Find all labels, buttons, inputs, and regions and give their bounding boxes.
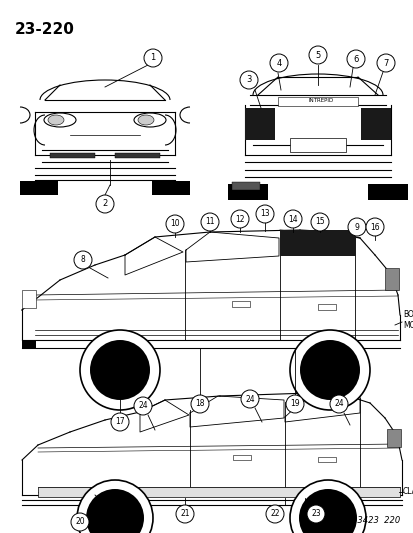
Circle shape — [306, 505, 324, 523]
Bar — [317, 304, 335, 310]
Bar — [228, 184, 267, 200]
Circle shape — [289, 480, 365, 533]
Text: 2: 2 — [102, 199, 107, 208]
Ellipse shape — [48, 115, 64, 125]
Circle shape — [77, 480, 153, 533]
Circle shape — [144, 49, 161, 67]
Text: BODYSIDE
MOULDINGS: BODYSIDE MOULDINGS — [402, 310, 413, 330]
Circle shape — [285, 395, 303, 413]
Circle shape — [96, 195, 114, 213]
Text: 93423  220: 93423 220 — [351, 516, 399, 525]
Circle shape — [201, 213, 218, 231]
Ellipse shape — [138, 115, 154, 125]
Bar — [277, 97, 357, 106]
Text: 14: 14 — [287, 214, 297, 223]
Bar — [115, 153, 159, 158]
Text: 24: 24 — [244, 394, 254, 403]
Circle shape — [86, 489, 144, 533]
Ellipse shape — [44, 113, 76, 127]
Bar — [22, 341, 36, 348]
Circle shape — [230, 210, 248, 228]
Text: 24: 24 — [333, 400, 343, 408]
Circle shape — [310, 213, 328, 231]
Circle shape — [269, 54, 287, 72]
Circle shape — [90, 340, 150, 400]
Circle shape — [289, 330, 369, 410]
Bar — [360, 108, 390, 140]
Text: 23: 23 — [311, 510, 320, 519]
Text: 24: 24 — [138, 401, 147, 410]
Circle shape — [240, 390, 259, 408]
Bar — [231, 301, 249, 307]
Text: 13: 13 — [259, 209, 269, 219]
Circle shape — [166, 215, 183, 233]
Bar — [384, 268, 398, 290]
Bar — [289, 138, 345, 152]
Circle shape — [347, 218, 365, 236]
Text: 4: 4 — [276, 59, 281, 68]
Text: 17: 17 — [115, 417, 124, 426]
Text: 8: 8 — [81, 255, 85, 264]
Text: 1: 1 — [150, 53, 155, 62]
Circle shape — [329, 395, 347, 413]
Text: 5: 5 — [315, 51, 320, 60]
Text: 6: 6 — [352, 54, 358, 63]
Text: 16: 16 — [369, 222, 379, 231]
Bar — [367, 184, 407, 200]
Circle shape — [176, 505, 194, 523]
Circle shape — [376, 54, 394, 72]
Text: 20: 20 — [75, 518, 85, 527]
Text: CLADDING: CLADDING — [402, 488, 413, 497]
Circle shape — [80, 330, 159, 410]
Text: 12: 12 — [235, 214, 244, 223]
Bar — [317, 457, 335, 462]
Bar — [50, 153, 95, 158]
Bar — [233, 455, 250, 460]
Bar — [386, 429, 400, 447]
Text: 15: 15 — [314, 217, 324, 227]
Circle shape — [308, 46, 326, 64]
Bar — [20, 181, 58, 195]
Circle shape — [74, 251, 92, 269]
Circle shape — [255, 205, 273, 223]
Text: 7: 7 — [382, 59, 388, 68]
Circle shape — [266, 505, 283, 523]
Text: 18: 18 — [195, 400, 204, 408]
Text: 9: 9 — [354, 222, 358, 231]
Text: 23-220: 23-220 — [15, 22, 75, 37]
Circle shape — [365, 218, 383, 236]
Text: INTREPID: INTREPID — [308, 99, 333, 103]
Text: 11: 11 — [205, 217, 214, 227]
Circle shape — [346, 50, 364, 68]
Circle shape — [299, 340, 359, 400]
Circle shape — [240, 71, 257, 89]
Bar — [38, 487, 399, 497]
Circle shape — [71, 513, 89, 531]
Text: 21: 21 — [180, 510, 189, 519]
Circle shape — [283, 210, 301, 228]
Ellipse shape — [134, 113, 166, 127]
Circle shape — [111, 413, 129, 431]
Circle shape — [134, 397, 152, 415]
Circle shape — [298, 489, 356, 533]
Text: 19: 19 — [290, 400, 299, 408]
Bar — [152, 181, 190, 195]
Text: 22: 22 — [270, 510, 279, 519]
Text: 10: 10 — [170, 220, 179, 229]
Text: 3: 3 — [246, 76, 251, 85]
Bar — [231, 182, 259, 190]
Circle shape — [190, 395, 209, 413]
Bar — [22, 290, 36, 308]
Bar — [244, 108, 274, 140]
Bar — [279, 230, 355, 256]
